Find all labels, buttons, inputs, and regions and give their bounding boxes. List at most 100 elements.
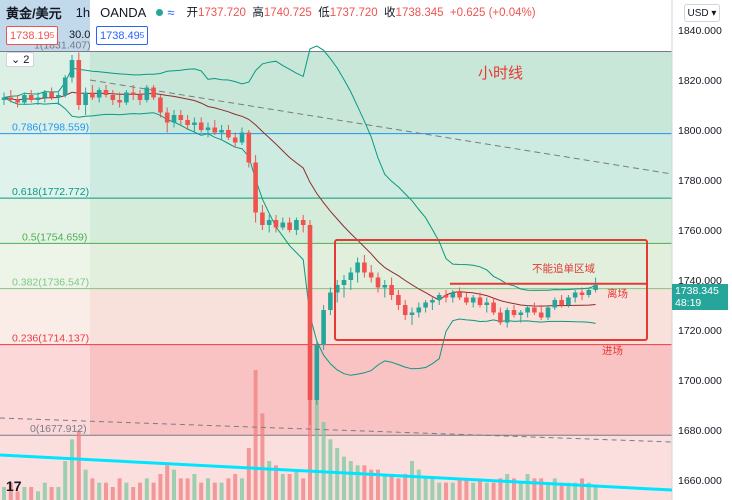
volume-bar (355, 465, 360, 500)
candle (42, 90, 48, 103)
candle (396, 290, 401, 310)
volume-bar (151, 482, 156, 500)
lower-dashed-line (0, 417, 673, 443)
volume-bar (253, 370, 258, 500)
candle (491, 297, 496, 315)
volume-bar (546, 482, 550, 500)
volume-bar (328, 439, 333, 500)
volume-bar (267, 461, 272, 500)
candle (280, 217, 286, 230)
candle-body (552, 300, 558, 308)
candle (83, 87, 88, 115)
candle-body (559, 300, 564, 305)
candle-body (511, 310, 517, 315)
buy-button[interactable]: 1738.49 5 (96, 26, 149, 45)
volume-bar (49, 487, 54, 500)
volume-bar (70, 439, 74, 500)
candle-body (151, 87, 156, 98)
candle (232, 132, 238, 148)
chevron-down-icon: ⌄ (11, 54, 21, 66)
candle (96, 87, 102, 103)
volume-bar (199, 482, 204, 500)
volume-bar (498, 478, 503, 500)
volume-bar (525, 474, 530, 500)
candle (8, 90, 14, 103)
volume-bar (382, 474, 387, 500)
volume-bar (573, 482, 578, 500)
candle-body (355, 262, 360, 273)
candle (226, 125, 231, 140)
candle (484, 297, 490, 313)
candle (511, 305, 517, 318)
candle-body (294, 220, 299, 230)
candle-body (491, 302, 496, 313)
symbol-name[interactable]: 黄金/美元 (6, 5, 62, 21)
moving-average (3, 91, 596, 307)
cyan-trend-line (0, 453, 673, 492)
market-status[interactable]: ≈ (156, 5, 174, 20)
volume-bar (2, 487, 6, 500)
candle-body (300, 220, 306, 225)
candle-body (579, 292, 585, 295)
candle (178, 110, 184, 125)
volume-bar (308, 391, 312, 500)
volume-bar (138, 482, 142, 500)
volume-bar (491, 482, 496, 500)
candle (593, 277, 598, 293)
volume-bar (56, 487, 61, 500)
candle-body (171, 115, 177, 123)
volume-bar (192, 474, 197, 500)
candle-body (28, 95, 34, 100)
candle-body (402, 305, 408, 315)
candle (294, 217, 299, 235)
volume-bar (518, 482, 523, 500)
indicator-toggle[interactable]: ⌄ 2 (6, 52, 35, 67)
chart-title: 小时线 (478, 64, 523, 82)
candle-body (477, 297, 483, 305)
candle (90, 85, 95, 100)
candle (423, 300, 428, 313)
currency-select[interactable]: USD ▾ (684, 4, 720, 22)
volume-bar (29, 487, 34, 500)
volume-bar (83, 469, 88, 500)
volume-bar (124, 482, 129, 500)
volume-bar (342, 456, 346, 500)
candle (1, 92, 7, 105)
fib-band-left (0, 288, 90, 345)
candle-body (164, 112, 170, 123)
candle (205, 122, 211, 138)
volume-bar (396, 478, 401, 500)
volume-bar (240, 478, 244, 500)
candle-body (117, 100, 122, 103)
candle-body (443, 295, 449, 298)
volume-bar (8, 482, 13, 500)
candle (185, 115, 190, 130)
volume-bar (552, 478, 557, 500)
candle-body (260, 212, 265, 225)
volume-bar (294, 469, 299, 500)
volume-bar (376, 469, 380, 500)
volume-bar (158, 474, 163, 500)
tradingview-logo-icon[interactable]: 17 (6, 478, 22, 494)
candle-body (49, 92, 54, 98)
bollinger-lower (3, 97, 596, 376)
candle-body (470, 297, 476, 303)
wave-icon: ≈ (167, 4, 175, 20)
candle-body (368, 272, 374, 278)
candle (56, 92, 61, 105)
volume-bar (233, 474, 238, 500)
volume-bar (416, 469, 421, 500)
volume-bar (97, 482, 102, 500)
timeframe[interactable]: 1h (75, 4, 91, 20)
fib-band-left (0, 344, 90, 436)
candle-body (130, 92, 136, 95)
candle (69, 55, 75, 83)
candle (328, 287, 333, 315)
zone-rectangle (334, 239, 648, 341)
volume-bar (410, 461, 414, 500)
fib-label: 0.5(1754.659) (22, 231, 87, 243)
sell-button[interactable]: 1738.19 5 (6, 26, 59, 45)
volume-bar (512, 478, 516, 500)
